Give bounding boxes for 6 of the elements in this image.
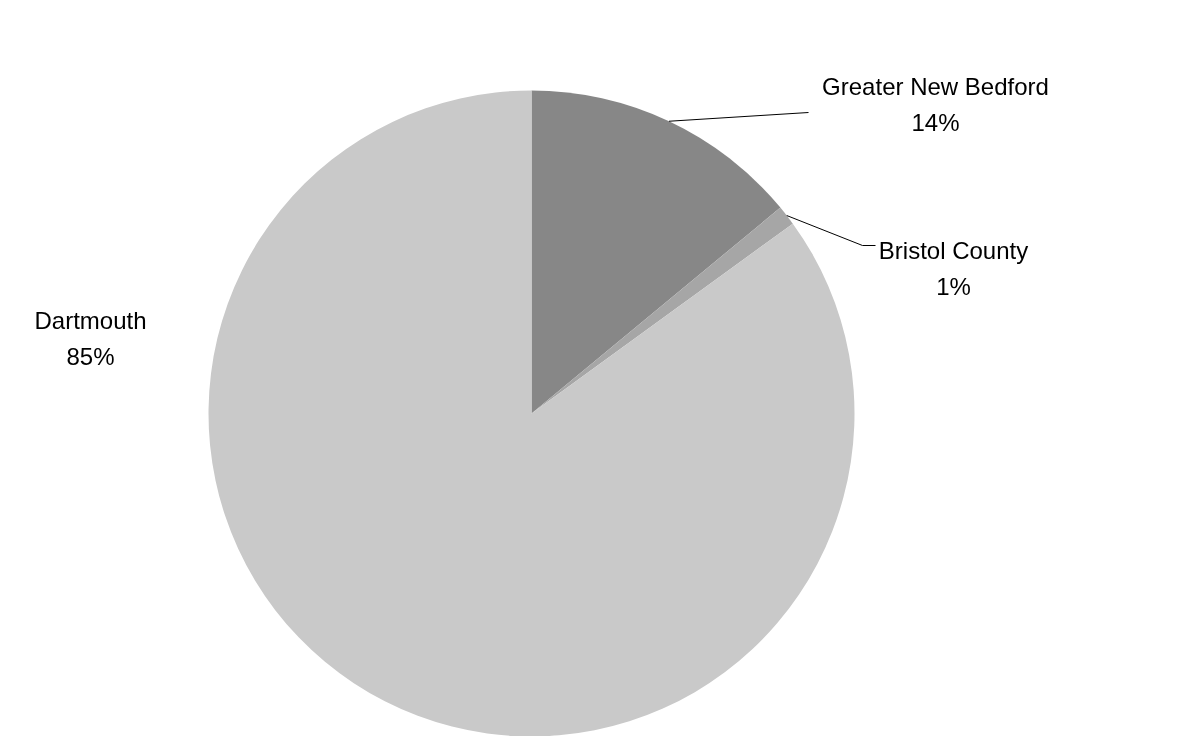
slice-label: Greater New Bedford bbox=[822, 72, 1049, 100]
data-label: 1% bbox=[936, 273, 971, 301]
data-label: 85% bbox=[66, 343, 115, 371]
data-label: 14% bbox=[911, 109, 960, 137]
slice-label: Dartmouth bbox=[34, 306, 147, 334]
slice-label: Bristol County bbox=[878, 236, 1029, 264]
